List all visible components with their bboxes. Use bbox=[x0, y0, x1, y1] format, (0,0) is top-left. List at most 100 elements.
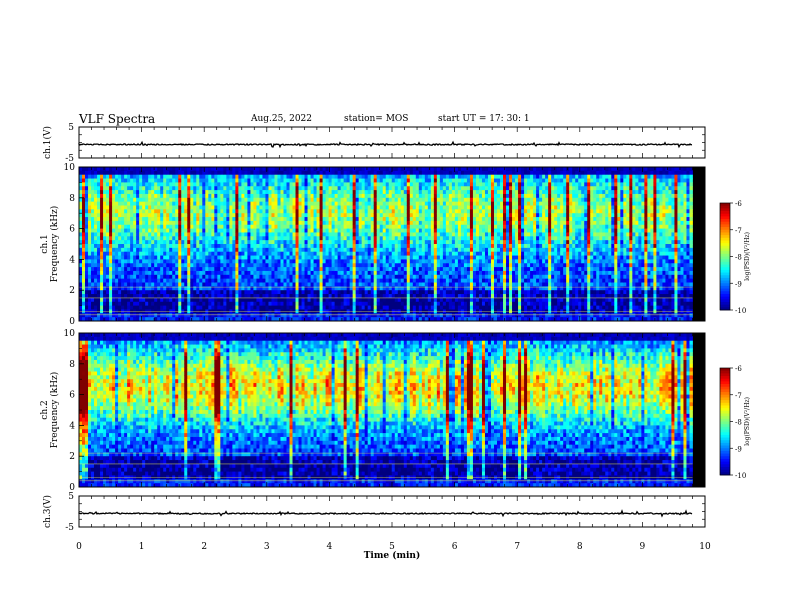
spec-cell bbox=[208, 205, 212, 210]
spec-cell bbox=[193, 167, 197, 172]
spec-cell bbox=[193, 236, 197, 241]
spec-cell bbox=[352, 313, 357, 318]
spec-cell bbox=[361, 294, 366, 299]
spec-cell bbox=[160, 193, 164, 199]
spec-cell bbox=[391, 305, 396, 310]
spec-cell bbox=[364, 197, 369, 203]
spec-cell bbox=[412, 217, 417, 222]
spec-cell bbox=[409, 190, 414, 195]
spec-cell bbox=[325, 251, 329, 256]
spec-cell bbox=[358, 278, 363, 283]
spec-cell bbox=[172, 294, 176, 299]
spec-cell bbox=[262, 317, 266, 322]
spec-cell bbox=[85, 317, 89, 322]
spec-cell bbox=[259, 182, 263, 187]
spec-cell bbox=[265, 244, 269, 249]
spec-cell bbox=[142, 182, 146, 187]
spec-cell bbox=[181, 201, 185, 206]
spec-cell bbox=[85, 213, 89, 218]
spec-cell bbox=[148, 193, 152, 199]
spec-cell bbox=[409, 186, 414, 191]
spec-cell bbox=[124, 213, 128, 218]
spec-cell bbox=[217, 174, 221, 179]
spec-cell bbox=[226, 232, 230, 237]
spec-cell bbox=[265, 317, 269, 322]
spec-cell bbox=[133, 170, 137, 176]
spec-cell bbox=[271, 317, 275, 322]
spec-cell bbox=[238, 267, 242, 272]
spec-cell bbox=[259, 259, 263, 264]
spec-cell bbox=[265, 201, 269, 206]
spec-cell bbox=[280, 220, 284, 226]
spec-cell bbox=[355, 174, 360, 179]
spec-cell bbox=[298, 178, 302, 183]
spec-cell bbox=[97, 297, 101, 303]
spec-cell bbox=[388, 297, 393, 303]
spec-cell bbox=[430, 317, 435, 322]
spec-cell bbox=[289, 186, 293, 191]
spec-cell bbox=[406, 251, 411, 256]
spec-cell bbox=[214, 190, 218, 195]
spec-cell bbox=[175, 278, 179, 283]
spec-cell bbox=[214, 259, 218, 264]
spec-cell bbox=[406, 213, 411, 218]
spec-cell bbox=[364, 297, 369, 303]
spec-cell bbox=[214, 305, 218, 310]
ch1-waveform-ytick-label: -5 bbox=[65, 154, 74, 164]
spec-cell bbox=[328, 247, 333, 253]
spec-cell bbox=[220, 224, 224, 229]
spec-cell bbox=[184, 220, 188, 226]
spec-cell bbox=[262, 217, 266, 222]
spec-cell bbox=[289, 263, 293, 268]
spec-cell bbox=[334, 190, 339, 195]
spec-cell bbox=[211, 290, 215, 295]
spec-cell bbox=[250, 190, 254, 195]
spec-cell bbox=[118, 193, 122, 199]
spec-cell bbox=[370, 209, 375, 214]
spec-cell bbox=[358, 220, 363, 226]
spec-cell bbox=[127, 244, 131, 249]
spec-cell bbox=[145, 259, 149, 264]
spec-cell bbox=[373, 274, 378, 280]
spec-cell bbox=[367, 282, 372, 287]
spec-cell bbox=[397, 270, 402, 276]
spec-cell bbox=[151, 213, 155, 218]
spec-cell bbox=[373, 294, 378, 299]
spec-cell bbox=[376, 282, 381, 287]
spec-cell bbox=[265, 294, 269, 299]
spec-cell bbox=[370, 217, 375, 222]
spec-cell bbox=[274, 224, 278, 229]
spec-cell bbox=[337, 217, 342, 222]
spec-cell bbox=[364, 217, 369, 222]
spec-cell bbox=[400, 305, 405, 310]
spec-cell bbox=[349, 236, 354, 241]
spec-cell bbox=[118, 294, 122, 299]
spec-cell bbox=[409, 240, 414, 245]
spec-cell bbox=[124, 167, 128, 172]
spec-cell bbox=[388, 224, 393, 229]
spec-cell bbox=[382, 274, 387, 280]
spec-cell bbox=[256, 286, 260, 291]
spec-cell bbox=[268, 247, 272, 253]
spec-cell bbox=[172, 217, 176, 222]
spec-cell bbox=[196, 282, 200, 287]
spec-cell bbox=[178, 240, 182, 245]
spec-cell bbox=[163, 305, 167, 310]
spec-cell bbox=[208, 213, 212, 218]
spec-cell bbox=[109, 240, 113, 245]
spec-cell bbox=[130, 217, 134, 222]
spec-cell bbox=[220, 190, 224, 195]
spec-cell bbox=[409, 294, 414, 299]
spec-cell bbox=[364, 294, 369, 299]
spec-cell bbox=[118, 297, 122, 303]
spec-cell bbox=[85, 209, 89, 214]
spec-cell bbox=[301, 201, 305, 206]
spec-cell bbox=[232, 290, 236, 295]
spec-cell bbox=[145, 278, 149, 283]
spec-cell bbox=[388, 186, 393, 191]
spec-cell bbox=[226, 267, 230, 272]
spec-cell bbox=[220, 290, 224, 295]
spec-cell bbox=[148, 294, 152, 299]
spec-cell bbox=[100, 205, 104, 210]
spec-cell bbox=[412, 228, 417, 233]
